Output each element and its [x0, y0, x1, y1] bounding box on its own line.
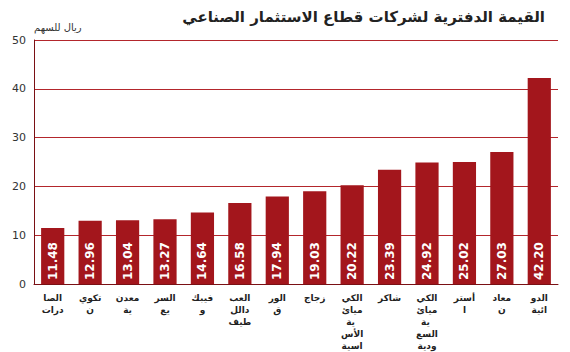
svg-text:السر: السر: [153, 293, 175, 304]
svg-text:40: 40: [12, 82, 26, 95]
svg-text:30: 30: [12, 131, 26, 144]
svg-text:ودية: ودية: [417, 341, 436, 352]
svg-text:درات: درات: [42, 305, 64, 316]
svg-text:اسية: اسية: [342, 341, 363, 351]
svg-text:الدو: الدو: [530, 293, 548, 304]
svg-text:ميائ: ميائ: [342, 305, 363, 315]
svg-text:16.58: 16.58: [233, 242, 247, 280]
svg-text:11.48: 11.48: [46, 242, 60, 280]
svg-text:طيف: طيف: [228, 317, 251, 327]
svg-text:ريال للسهم: ريال للسهم: [34, 22, 82, 34]
svg-text:ن: ن: [86, 305, 94, 315]
svg-text:أستر: أستر: [453, 292, 475, 304]
svg-text:دالل: دالل: [230, 305, 249, 315]
svg-text:17.94: 17.94: [270, 242, 284, 280]
svg-text:0: 0: [19, 278, 26, 291]
svg-text:يع: يع: [160, 305, 170, 316]
svg-text:القيمة الدفترية لشركات قطاع ال: القيمة الدفترية لشركات قطاع الاستثمار ال…: [182, 8, 545, 26]
svg-text:19.03: 19.03: [308, 242, 322, 280]
svg-text:20.22: 20.22: [345, 242, 359, 280]
svg-text:العب: العب: [229, 293, 250, 303]
svg-text:25.02: 25.02: [457, 242, 471, 280]
svg-text:13.27: 13.27: [158, 242, 172, 280]
svg-text:13.04: 13.04: [121, 242, 135, 280]
svg-text:الكي: الكي: [342, 293, 363, 303]
svg-text:شاكر: شاكر: [377, 293, 401, 304]
svg-text:تكوي: تكوي: [79, 293, 102, 304]
svg-text:الكي: الكي: [417, 293, 438, 303]
svg-text:ية: ية: [421, 317, 433, 327]
svg-text:و: و: [199, 305, 206, 316]
svg-text:ائية: ائية: [531, 305, 547, 315]
svg-text:ق: ق: [273, 305, 281, 316]
svg-text:42.20: 42.20: [532, 242, 546, 280]
svg-text:24.92: 24.92: [420, 242, 434, 280]
svg-text:معدن: معدن: [116, 293, 140, 303]
svg-text:الأس: الأس: [341, 328, 363, 340]
svg-text:فيبك: فيبك: [192, 293, 214, 303]
svg-text:ية: ية: [346, 317, 358, 327]
svg-text:14.64: 14.64: [195, 242, 209, 280]
svg-text:الصا: الصا: [43, 293, 62, 303]
svg-text:10: 10: [12, 229, 26, 242]
svg-text:ا: ا: [463, 305, 466, 315]
svg-text:12.96: 12.96: [83, 242, 97, 280]
svg-text:50: 50: [12, 34, 26, 47]
svg-text:ن: ن: [498, 305, 506, 315]
svg-text:27.03: 27.03: [495, 242, 509, 280]
svg-text:زجاج: زجاج: [304, 293, 326, 304]
svg-text:السع: السع: [416, 329, 438, 340]
svg-text:20: 20: [12, 180, 26, 193]
svg-text:معاد: معاد: [493, 293, 512, 303]
svg-text:23.39: 23.39: [383, 242, 397, 280]
svg-text:ميائ: ميائ: [417, 305, 438, 315]
svg-text:الور: الور: [268, 293, 286, 304]
svg-text:ية: ية: [123, 305, 132, 315]
